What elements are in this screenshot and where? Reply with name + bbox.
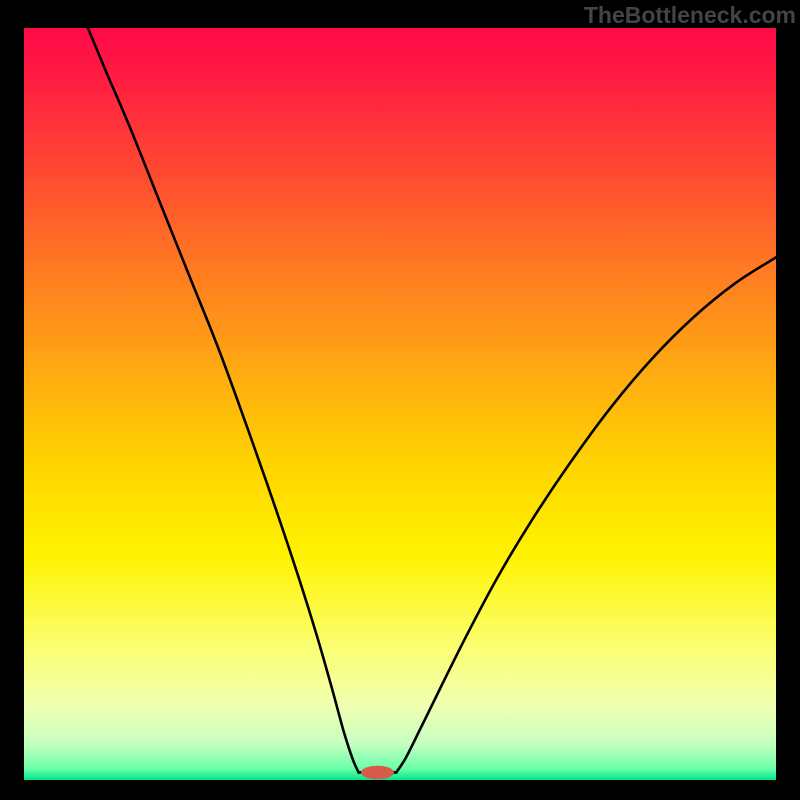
chart-container: TheBottleneck.com bbox=[0, 0, 800, 800]
bottleneck-chart bbox=[0, 0, 800, 800]
plot-bg bbox=[24, 28, 776, 780]
min-marker bbox=[361, 766, 394, 780]
